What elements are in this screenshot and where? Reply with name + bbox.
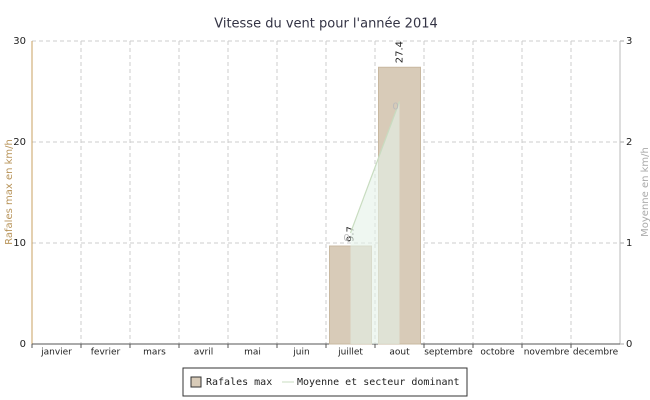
x-tick-label: novembre: [524, 348, 570, 358]
legend-label: Rafales max: [206, 377, 272, 388]
legend-swatch: [190, 376, 202, 388]
legend-label: Moyenne et secteur dominant: [297, 377, 460, 388]
point-label: 0: [343, 233, 349, 244]
x-tick-label: octobre: [480, 348, 515, 358]
y-tick-label: 10: [13, 238, 26, 249]
y2-tick-label: 2: [626, 137, 632, 148]
x-tick-label: mars: [143, 348, 166, 358]
x-tick-label: mai: [244, 348, 261, 358]
line-area: [350, 101, 400, 344]
x-tick-label: janvier: [40, 348, 72, 358]
x-tick-label: juillet: [337, 348, 363, 358]
x-tick-label: septembre: [424, 348, 473, 358]
y-tick-label: 20: [13, 137, 26, 148]
y-tick-label: 30: [13, 36, 26, 47]
x-tick-label: aout: [389, 348, 410, 358]
y2-axis-title: Moyenne en km/h: [640, 147, 650, 237]
x-tick-label: avril: [194, 348, 214, 358]
y-tick-label: 0: [20, 339, 26, 350]
y2-tick-label: 1: [626, 238, 632, 249]
value-label: 27.4: [395, 41, 406, 63]
y-axis-title: Rafales max en km/h: [4, 139, 15, 245]
point-label: 0: [392, 102, 398, 113]
legend: [182, 367, 468, 397]
x-tick-label: decembre: [573, 348, 619, 358]
y2-tick-label: 0: [626, 339, 632, 350]
x-tick-label: juin: [292, 348, 309, 358]
x-tick-label: fevrier: [91, 348, 121, 358]
chart-title: Vitesse du vent pour l'année 2014: [214, 17, 438, 32]
y2-tick-label: 3: [626, 36, 632, 47]
line: [349, 101, 401, 234]
